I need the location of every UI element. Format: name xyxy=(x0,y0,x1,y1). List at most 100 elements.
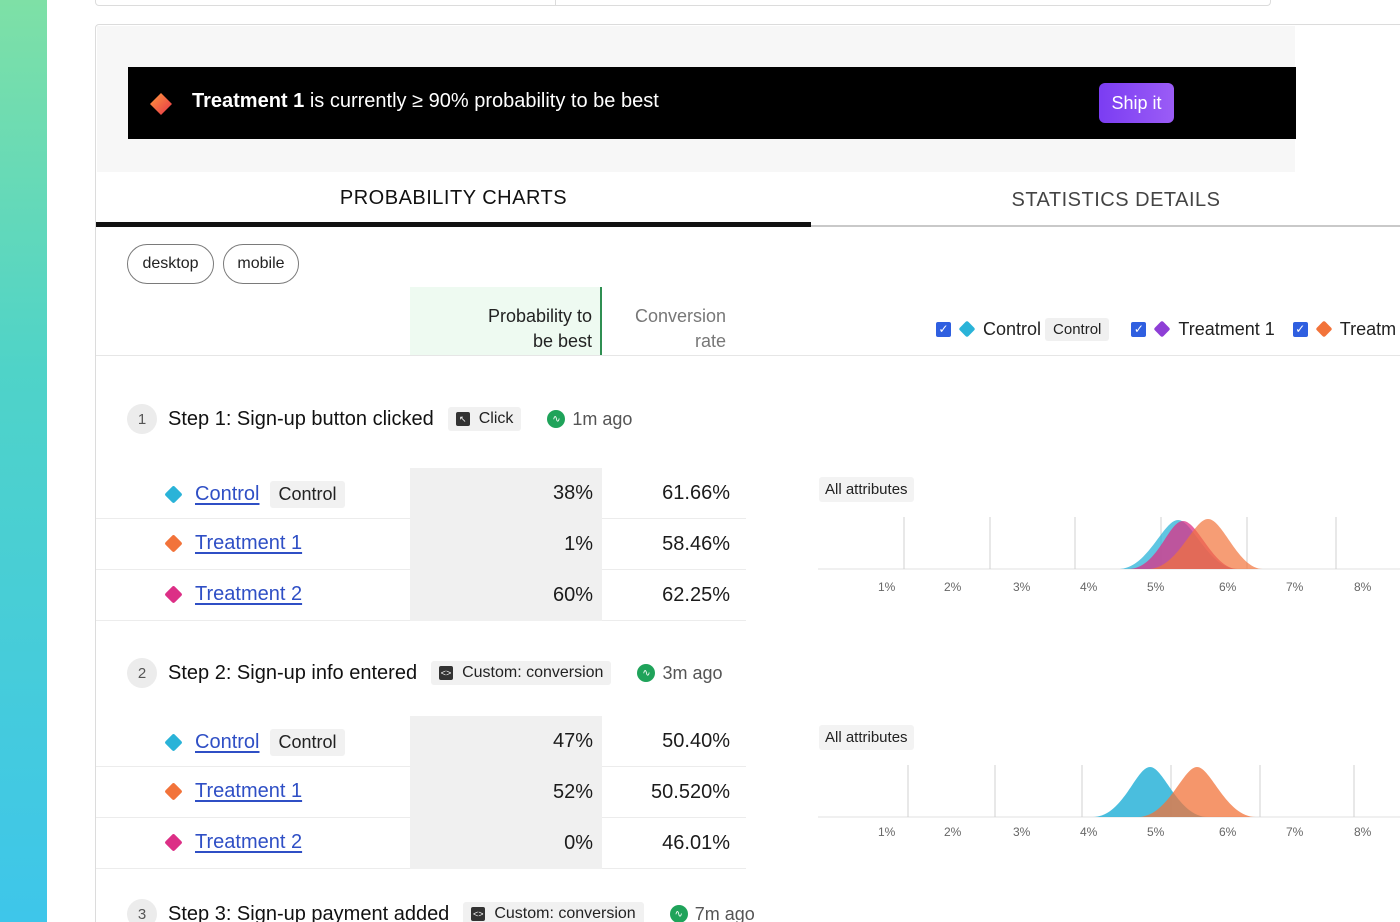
diamond-icon xyxy=(164,485,183,504)
ship-it-button[interactable]: Ship it xyxy=(1099,83,1174,123)
distribution-chart: 1% 2% 3% 4% 5% 6% 7% 8% xyxy=(818,517,1400,594)
column-header-probability[interactable]: Probability to be best xyxy=(410,287,602,355)
step-number: 2 xyxy=(127,658,157,688)
banner-message: Treatment 1 is currently ≥ 90% probabili… xyxy=(192,90,659,113)
conversion-value: 58.46% xyxy=(662,533,730,555)
step-title: Step 2: Sign-up info entered xyxy=(168,661,418,684)
probability-value: 52% xyxy=(410,767,602,818)
conversion-value: 61.66% xyxy=(662,482,730,504)
probability-value: 38% xyxy=(410,468,602,519)
filter-desktop[interactable]: desktop xyxy=(127,244,214,284)
axis-tick: 1% xyxy=(878,580,896,594)
activity-icon: ∿ xyxy=(637,664,656,682)
code-icon: <> xyxy=(471,907,486,921)
click-icon: ↖ xyxy=(455,412,470,426)
column-header-probability-line1: Probability to xyxy=(487,306,592,326)
header-divider xyxy=(96,355,1400,356)
variant-legend: ✓ Control Control ✓ Treatment 1 ✓ Treatm xyxy=(936,317,1400,341)
attributes-label[interactable]: All attributes xyxy=(819,725,914,750)
banner-winner: Treatment 1 xyxy=(192,90,305,112)
column-header-conversion[interactable]: Conversion rate xyxy=(602,287,726,355)
activity-icon: ∿ xyxy=(547,410,566,428)
legend-label: Control xyxy=(983,318,1042,339)
tab-probability-charts[interactable]: PROBABILITY CHARTS xyxy=(96,175,811,227)
probability-value: 1% xyxy=(410,519,602,570)
step-header: 2 Step 2: Sign-up info entered <> Custom… xyxy=(127,658,723,688)
diamond-icon xyxy=(164,585,183,604)
step-number: 1 xyxy=(127,404,157,434)
conversion-value: 50.40% xyxy=(662,730,730,752)
legend-label: Treatm xyxy=(1339,318,1397,339)
axis-tick: 5% xyxy=(1147,825,1165,839)
variant-link[interactable]: Control xyxy=(195,483,260,505)
last-seen-label: 3m ago xyxy=(662,662,723,683)
axis-tick: 8% xyxy=(1354,825,1372,839)
variant-row-control: Control Control 38% 61.66% xyxy=(96,468,746,519)
axis-tick: 6% xyxy=(1219,580,1237,594)
attributes-label[interactable]: All attributes xyxy=(819,477,914,502)
variant-row-treatment-1: Treatment 1 52% 50.520% xyxy=(96,767,746,818)
control-tag: Control xyxy=(270,481,345,508)
diamond-icon xyxy=(164,782,183,801)
axis-tick: 3% xyxy=(1013,825,1031,839)
activity-icon: ∿ xyxy=(669,905,688,922)
tab-statistics-details[interactable]: STATISTICS DETAILS xyxy=(811,175,1400,227)
diamond-icon xyxy=(164,833,183,852)
variant-link[interactable]: Treatment 1 xyxy=(195,532,303,554)
axis-tick: 4% xyxy=(1080,825,1098,839)
axis-tick: 2% xyxy=(944,825,962,839)
side-gradient xyxy=(0,0,47,922)
variant-row-treatment-1: Treatment 1 1% 58.46% xyxy=(96,519,746,570)
control-tag: Control xyxy=(270,729,345,756)
axis-tick: 8% xyxy=(1354,580,1372,594)
banner-area: Treatment 1 is currently ≥ 90% probabili… xyxy=(97,26,1296,172)
axis-tick: 7% xyxy=(1286,825,1304,839)
step-header: 3 Step 3: Sign-up payment added <> Custo… xyxy=(127,899,755,922)
event-label: Custom: conversion xyxy=(462,664,604,681)
last-seen-label: 1m ago xyxy=(572,408,633,429)
step-number: 3 xyxy=(127,899,157,922)
axis-tick: 6% xyxy=(1219,825,1237,839)
diamond-icon xyxy=(958,320,976,338)
variant-row-treatment-2: Treatment 2 60% 62.25% xyxy=(96,570,746,621)
filter-mobile[interactable]: mobile xyxy=(223,244,299,284)
variant-link[interactable]: Treatment 2 xyxy=(195,583,303,605)
checkbox-icon[interactable]: ✓ xyxy=(936,321,951,337)
event-tag: <> Custom: conversion xyxy=(463,902,644,922)
last-seen: ∿ 7m ago xyxy=(669,903,755,922)
winner-banner: Treatment 1 is currently ≥ 90% probabili… xyxy=(128,67,1296,139)
axis-tick: 5% xyxy=(1147,580,1165,594)
step-header: 1 Step 1: Sign-up button clicked ↖ Click… xyxy=(127,404,632,434)
last-seen: ∿ 3m ago xyxy=(637,662,723,684)
conversion-value: 62.25% xyxy=(662,584,730,606)
probability-value: 0% xyxy=(410,818,602,869)
event-tag: <> Custom: conversion xyxy=(431,661,612,685)
checkbox-icon[interactable]: ✓ xyxy=(1131,321,1147,337)
axis-tick: 7% xyxy=(1286,580,1304,594)
experiment-panel: Treatment 1 is currently ≥ 90% probabili… xyxy=(95,24,1400,922)
axis-tick: 1% xyxy=(878,825,896,839)
diamond-icon xyxy=(164,733,183,752)
last-seen: ∿ 1m ago xyxy=(547,409,632,430)
legend-item-treatment-1[interactable]: ✓ Treatment 1 xyxy=(1131,319,1275,340)
column-header-conversion-line1: Conversion xyxy=(634,306,726,326)
event-tag: ↖ Click xyxy=(447,407,522,431)
column-header-probability-line2: be best xyxy=(532,331,592,351)
diamond-icon xyxy=(1315,320,1333,338)
last-seen-label: 7m ago xyxy=(694,903,755,922)
probability-value: 60% xyxy=(410,570,602,621)
banner-message-text: is currently ≥ 90% probability to be bes… xyxy=(309,90,659,112)
step-title: Step 1: Sign-up button clicked xyxy=(168,407,434,430)
distribution-chart: 1% 2% 3% 4% 5% 6% 7% 8% xyxy=(818,765,1400,839)
variant-link[interactable]: Treatment 2 xyxy=(195,831,303,853)
checkbox-icon[interactable]: ✓ xyxy=(1292,321,1308,337)
legend-item-control[interactable]: ✓ Control Control xyxy=(936,317,1123,341)
variant-link[interactable]: Control xyxy=(195,731,260,753)
legend-tag: Control xyxy=(1045,317,1110,341)
variant-link[interactable]: Treatment 1 xyxy=(195,780,303,802)
conversion-value: 46.01% xyxy=(662,832,730,854)
legend-item-treatment-2[interactable]: ✓ Treatm xyxy=(1292,318,1397,340)
column-header-conversion-line2: rate xyxy=(694,331,726,351)
axis-tick: 4% xyxy=(1080,580,1098,594)
diamond-icon xyxy=(1153,320,1171,338)
